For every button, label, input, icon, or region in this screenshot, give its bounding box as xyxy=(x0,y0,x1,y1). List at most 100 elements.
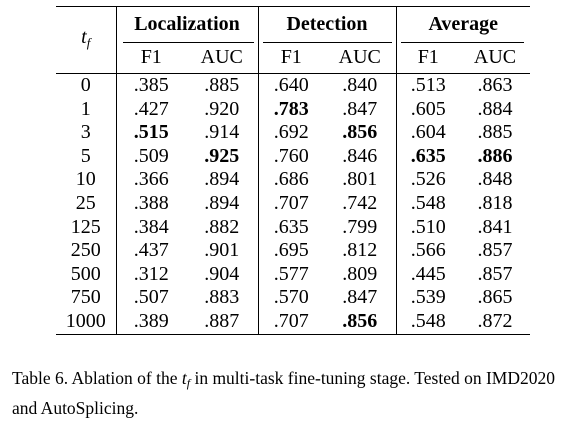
tf-subscript: f xyxy=(86,34,91,50)
cell-localization-f1: .384 xyxy=(115,215,186,240)
cell-detection-auc: .742 xyxy=(342,191,378,214)
cell-localization-auc: .894 xyxy=(204,191,240,214)
subheader-localization-f1: F1 xyxy=(115,43,186,74)
cell-average-auc: .857 xyxy=(477,239,513,262)
group-header-localization: Localization xyxy=(115,6,258,43)
tf-value: 25 xyxy=(75,191,96,214)
table-row: 250 .437 .901 .695 .812 .566 .857 xyxy=(56,239,530,263)
tf-value: 750 xyxy=(70,286,101,309)
cell-localization-auc: .894 xyxy=(204,168,240,191)
cell-average-f1: .566 xyxy=(395,239,460,263)
cell-average-auc: .841 xyxy=(477,215,513,238)
cell-average-auc: .857 xyxy=(477,262,513,285)
subheader-localization-auc: AUC xyxy=(200,46,243,69)
cell-localization-f1: .388 xyxy=(115,191,186,216)
cell-detection-auc: .801 xyxy=(342,168,378,191)
cell-average-auc: .885 xyxy=(477,121,513,144)
subheader-average-f1: F1 xyxy=(395,43,460,74)
cell-average-f1: .445 xyxy=(395,262,460,287)
cell-localization-auc: .925 xyxy=(204,144,240,167)
table-row: 10 .366 .894 .686 .801 .526 .848 xyxy=(56,168,530,192)
cell-average-auc: .884 xyxy=(477,97,513,120)
cell-detection-auc: .847 xyxy=(342,97,378,120)
cell-average-auc: .886 xyxy=(477,144,513,167)
group-header-row: tf Localization Detection Average xyxy=(56,6,530,50)
cell-average-f1: .548 xyxy=(395,309,460,335)
table-row: 5 .509 .925 .760 .846 .635 .886 xyxy=(56,144,530,169)
cell-detection-auc: .856 xyxy=(342,121,378,144)
subheader-detection-f1: F1 xyxy=(257,43,324,74)
cell-average-f1: .526 xyxy=(395,168,460,192)
tf-value: 1000 xyxy=(65,309,106,332)
cell-detection-f1: .707 xyxy=(257,309,324,335)
cell-average-auc: .863 xyxy=(477,74,513,96)
tf-value: 5 xyxy=(80,144,91,167)
cell-detection-f1: .783 xyxy=(257,97,324,122)
table-row: 1000 .389 .887 .707 .856 .548 .872 xyxy=(56,309,530,335)
table-row: 750 .507 .883 .570 .847 .539 .865 xyxy=(56,286,530,310)
tf-value: 1 xyxy=(80,97,91,120)
table-caption: Table 6. Ablation of the tf in multi-tas… xyxy=(12,366,572,421)
table-row: 1 .427 .920 .783 .847 .605 .884 xyxy=(56,97,530,122)
cell-detection-auc: .799 xyxy=(342,215,378,238)
tf-value: 500 xyxy=(70,262,101,285)
cell-average-f1: .635 xyxy=(395,144,460,169)
tf-value: 0 xyxy=(80,74,91,96)
tf-value: 125 xyxy=(70,215,101,238)
cell-localization-f1: .507 xyxy=(115,286,186,310)
caption-tf-symbol: tf xyxy=(181,368,191,390)
cell-detection-auc: .812 xyxy=(342,239,378,262)
cell-localization-f1: .437 xyxy=(115,239,186,263)
cell-localization-f1: .385 xyxy=(115,73,186,98)
cell-localization-auc: .887 xyxy=(204,309,240,332)
cell-average-f1: .510 xyxy=(395,215,460,240)
cell-average-f1: .513 xyxy=(395,73,460,98)
table-row: 25 .388 .894 .707 .742 .548 .818 xyxy=(56,191,530,216)
ablation-table: tf Localization Detection Average F1 AUC xyxy=(56,6,530,335)
subheader-average-auc: AUC xyxy=(473,46,517,69)
cell-average-f1: .604 xyxy=(395,121,460,145)
cell-average-auc: .818 xyxy=(477,191,513,214)
cell-detection-f1: .692 xyxy=(257,121,324,145)
cell-average-f1: .539 xyxy=(395,286,460,310)
cell-detection-f1: .577 xyxy=(257,262,324,287)
caption-prefix: Table 6. Ablation of the xyxy=(12,368,182,388)
cell-detection-auc: .846 xyxy=(342,144,378,167)
cell-localization-auc: .914 xyxy=(204,121,240,144)
tf-value: 10 xyxy=(75,168,96,191)
cell-detection-auc: .847 xyxy=(342,286,378,309)
subheader-detection-auc: AUC xyxy=(338,46,381,69)
cell-localization-f1: .509 xyxy=(115,144,186,169)
cell-average-auc: .848 xyxy=(477,168,513,191)
cell-detection-f1: .695 xyxy=(257,239,324,263)
results-table-container: tf Localization Detection Average F1 AUC xyxy=(56,6,530,335)
tf-value: 250 xyxy=(70,239,101,262)
cell-localization-f1: .427 xyxy=(115,97,186,122)
cell-detection-auc: .856 xyxy=(342,309,378,332)
cell-average-f1: .605 xyxy=(395,97,460,122)
cell-detection-auc: .809 xyxy=(342,262,378,285)
cell-detection-auc: .840 xyxy=(342,74,378,96)
tf-symbol: t xyxy=(81,25,87,48)
cell-localization-f1: .515 xyxy=(115,121,186,145)
cell-localization-auc: .885 xyxy=(204,74,240,96)
cell-detection-f1: .760 xyxy=(257,144,324,169)
cell-localization-f1: .389 xyxy=(115,309,186,335)
cell-localization-auc: .882 xyxy=(204,215,240,238)
table-row: 500 .312 .904 .577 .809 .445 .857 xyxy=(56,262,530,287)
cell-average-auc: .865 xyxy=(477,286,513,309)
cell-detection-f1: .635 xyxy=(257,215,324,240)
tf-value: 3 xyxy=(80,121,91,144)
cell-detection-f1: .570 xyxy=(257,286,324,310)
cell-localization-auc: .920 xyxy=(204,97,240,120)
group-header-average: Average xyxy=(395,6,530,43)
group-header-detection: Detection xyxy=(257,6,396,43)
cell-average-f1: .548 xyxy=(395,191,460,216)
cell-detection-f1: .707 xyxy=(257,191,324,216)
table-row: 125 .384 .882 .635 .799 .510 .841 xyxy=(56,215,530,240)
table-body: 0 .385 .885 .640 .840 .513 .863 1 .427 .920 .783 .8… xyxy=(56,73,530,335)
cell-localization-auc: .901 xyxy=(204,239,240,262)
cell-detection-f1: .686 xyxy=(257,168,324,192)
subheader-row: F1 AUC F1 AUC F1 AUC xyxy=(56,43,530,74)
table-row: 3 .515 .914 .692 .856 .604 .885 xyxy=(56,121,530,145)
